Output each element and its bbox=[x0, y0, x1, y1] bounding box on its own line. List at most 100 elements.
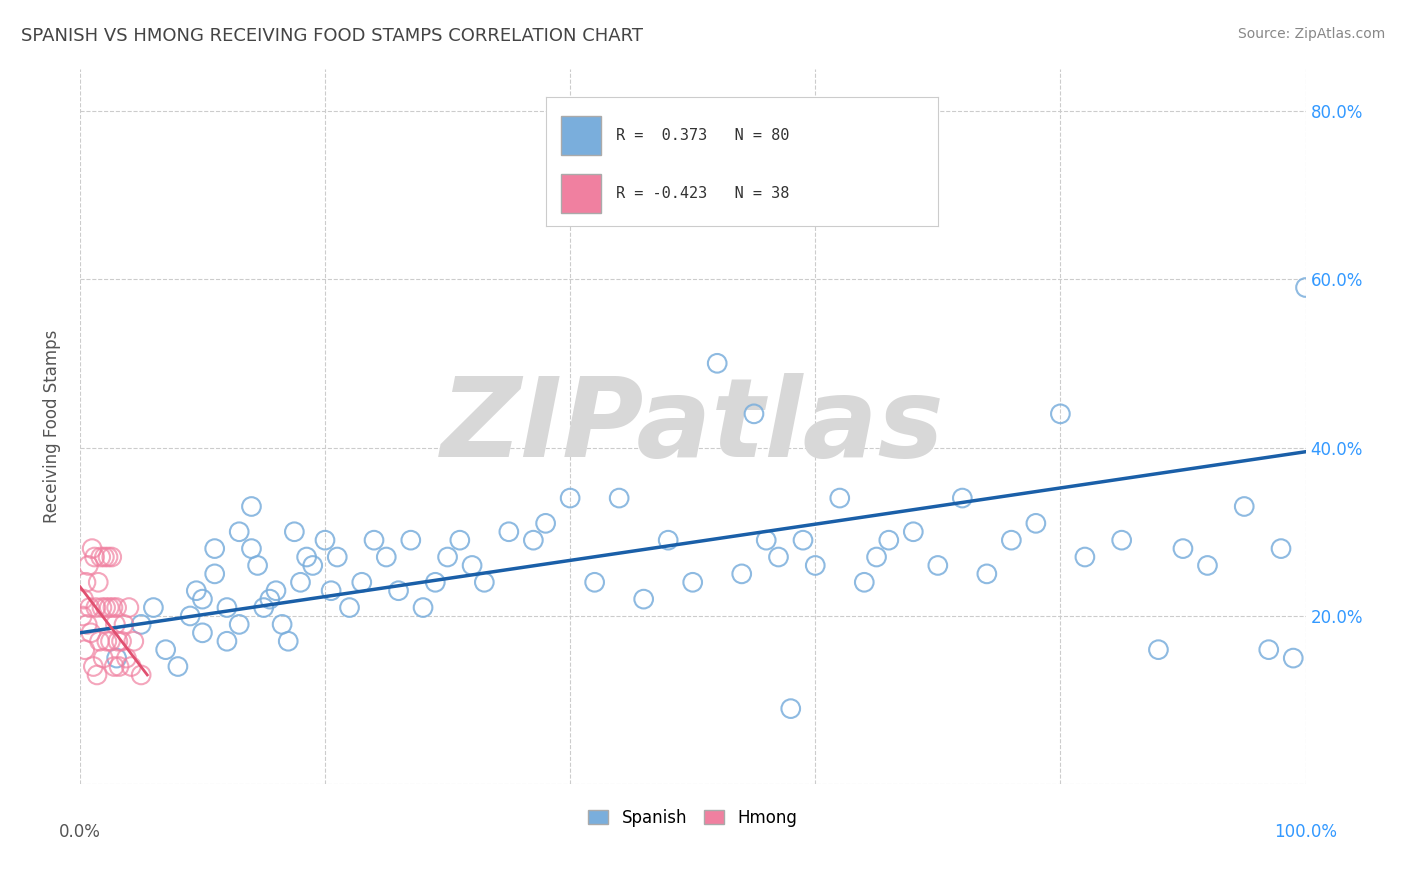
Point bbox=[191, 592, 214, 607]
Point bbox=[326, 549, 349, 564]
Point bbox=[118, 600, 141, 615]
Point bbox=[768, 549, 790, 564]
Point bbox=[86, 668, 108, 682]
Point bbox=[731, 566, 754, 581]
Point bbox=[82, 541, 104, 556]
Point bbox=[828, 491, 851, 505]
Point bbox=[472, 575, 495, 590]
Point bbox=[120, 659, 142, 673]
Point bbox=[583, 575, 606, 590]
Text: 0.0%: 0.0% bbox=[59, 823, 101, 841]
Point bbox=[112, 617, 135, 632]
Point bbox=[449, 533, 471, 548]
Point bbox=[73, 642, 96, 657]
Point bbox=[522, 533, 544, 548]
Point bbox=[976, 566, 998, 581]
Point bbox=[253, 600, 276, 615]
Point bbox=[246, 558, 269, 573]
Point bbox=[115, 651, 138, 665]
Point bbox=[1282, 651, 1305, 665]
Point bbox=[1270, 541, 1292, 556]
Point bbox=[264, 583, 287, 598]
Point bbox=[84, 600, 107, 615]
Point bbox=[82, 659, 104, 673]
Point bbox=[425, 575, 447, 590]
Point bbox=[321, 583, 343, 598]
Point bbox=[228, 617, 250, 632]
Point bbox=[271, 617, 294, 632]
Point bbox=[742, 407, 765, 421]
Point bbox=[339, 600, 361, 615]
Point bbox=[498, 524, 520, 539]
Point bbox=[107, 634, 129, 648]
Point bbox=[903, 524, 925, 539]
Point bbox=[155, 642, 177, 657]
Point bbox=[191, 625, 214, 640]
Text: Source: ZipAtlas.com: Source: ZipAtlas.com bbox=[1237, 27, 1385, 41]
Point bbox=[1074, 549, 1097, 564]
Point bbox=[204, 541, 226, 556]
Point bbox=[295, 549, 318, 564]
Point bbox=[110, 634, 132, 648]
Point bbox=[633, 592, 655, 607]
Point bbox=[436, 549, 458, 564]
Point bbox=[79, 600, 101, 615]
Point bbox=[657, 533, 679, 548]
Point bbox=[283, 524, 305, 539]
Point bbox=[1111, 533, 1133, 548]
Point bbox=[865, 549, 887, 564]
Point bbox=[105, 651, 128, 665]
Point bbox=[259, 592, 281, 607]
Point bbox=[90, 600, 112, 615]
Point bbox=[101, 600, 124, 615]
Point bbox=[142, 600, 165, 615]
Point bbox=[927, 558, 949, 573]
Point bbox=[215, 634, 238, 648]
Legend: Spanish, Hmong: Spanish, Hmong bbox=[582, 802, 804, 833]
Point bbox=[240, 541, 263, 556]
Point bbox=[100, 634, 122, 648]
Point bbox=[877, 533, 900, 548]
Point bbox=[1147, 642, 1170, 657]
Point bbox=[240, 500, 263, 514]
Point bbox=[290, 575, 312, 590]
Point bbox=[228, 524, 250, 539]
Point bbox=[706, 356, 728, 370]
Point bbox=[1171, 541, 1194, 556]
Text: 100.0%: 100.0% bbox=[1274, 823, 1337, 841]
Point bbox=[122, 634, 145, 648]
Point bbox=[90, 549, 112, 564]
Point bbox=[96, 634, 118, 648]
Point bbox=[314, 533, 336, 548]
Point bbox=[534, 516, 557, 531]
Point bbox=[87, 575, 110, 590]
Text: SPANISH VS HMONG RECEIVING FOOD STAMPS CORRELATION CHART: SPANISH VS HMONG RECEIVING FOOD STAMPS C… bbox=[21, 27, 643, 45]
Y-axis label: Receiving Food Stamps: Receiving Food Stamps bbox=[44, 330, 60, 524]
Point bbox=[1257, 642, 1279, 657]
Point bbox=[98, 600, 121, 615]
Point bbox=[97, 549, 120, 564]
Point bbox=[91, 651, 114, 665]
Point bbox=[104, 617, 127, 632]
Point bbox=[80, 625, 103, 640]
Point bbox=[76, 617, 98, 632]
Point bbox=[89, 634, 111, 648]
Point bbox=[94, 600, 117, 615]
Point bbox=[129, 617, 152, 632]
Point bbox=[792, 533, 814, 548]
Point bbox=[129, 668, 152, 682]
Point bbox=[363, 533, 385, 548]
Point bbox=[558, 491, 581, 505]
Point bbox=[215, 600, 238, 615]
Point bbox=[77, 558, 100, 573]
Point bbox=[186, 583, 208, 598]
Point bbox=[412, 600, 434, 615]
Point bbox=[350, 575, 373, 590]
Point bbox=[755, 533, 778, 548]
Point bbox=[100, 549, 122, 564]
Point bbox=[1000, 533, 1022, 548]
Point bbox=[72, 609, 94, 624]
Point bbox=[75, 575, 97, 590]
Point bbox=[179, 609, 201, 624]
Point bbox=[804, 558, 827, 573]
